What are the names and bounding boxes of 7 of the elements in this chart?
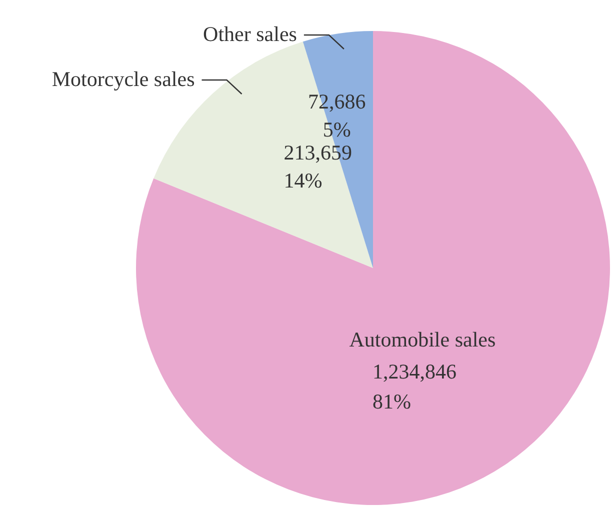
data-label: 72,686 5% — [308, 90, 366, 142]
slice-label: Motorcycle sales — [52, 67, 195, 91]
slice-label: Automobile sales — [349, 328, 496, 352]
data-label: 213,659 14% — [284, 140, 352, 193]
pie-slice — [154, 42, 373, 268]
data-label: 1,234,846 81% — [372, 360, 456, 414]
slice-label: Other sales — [203, 22, 297, 46]
